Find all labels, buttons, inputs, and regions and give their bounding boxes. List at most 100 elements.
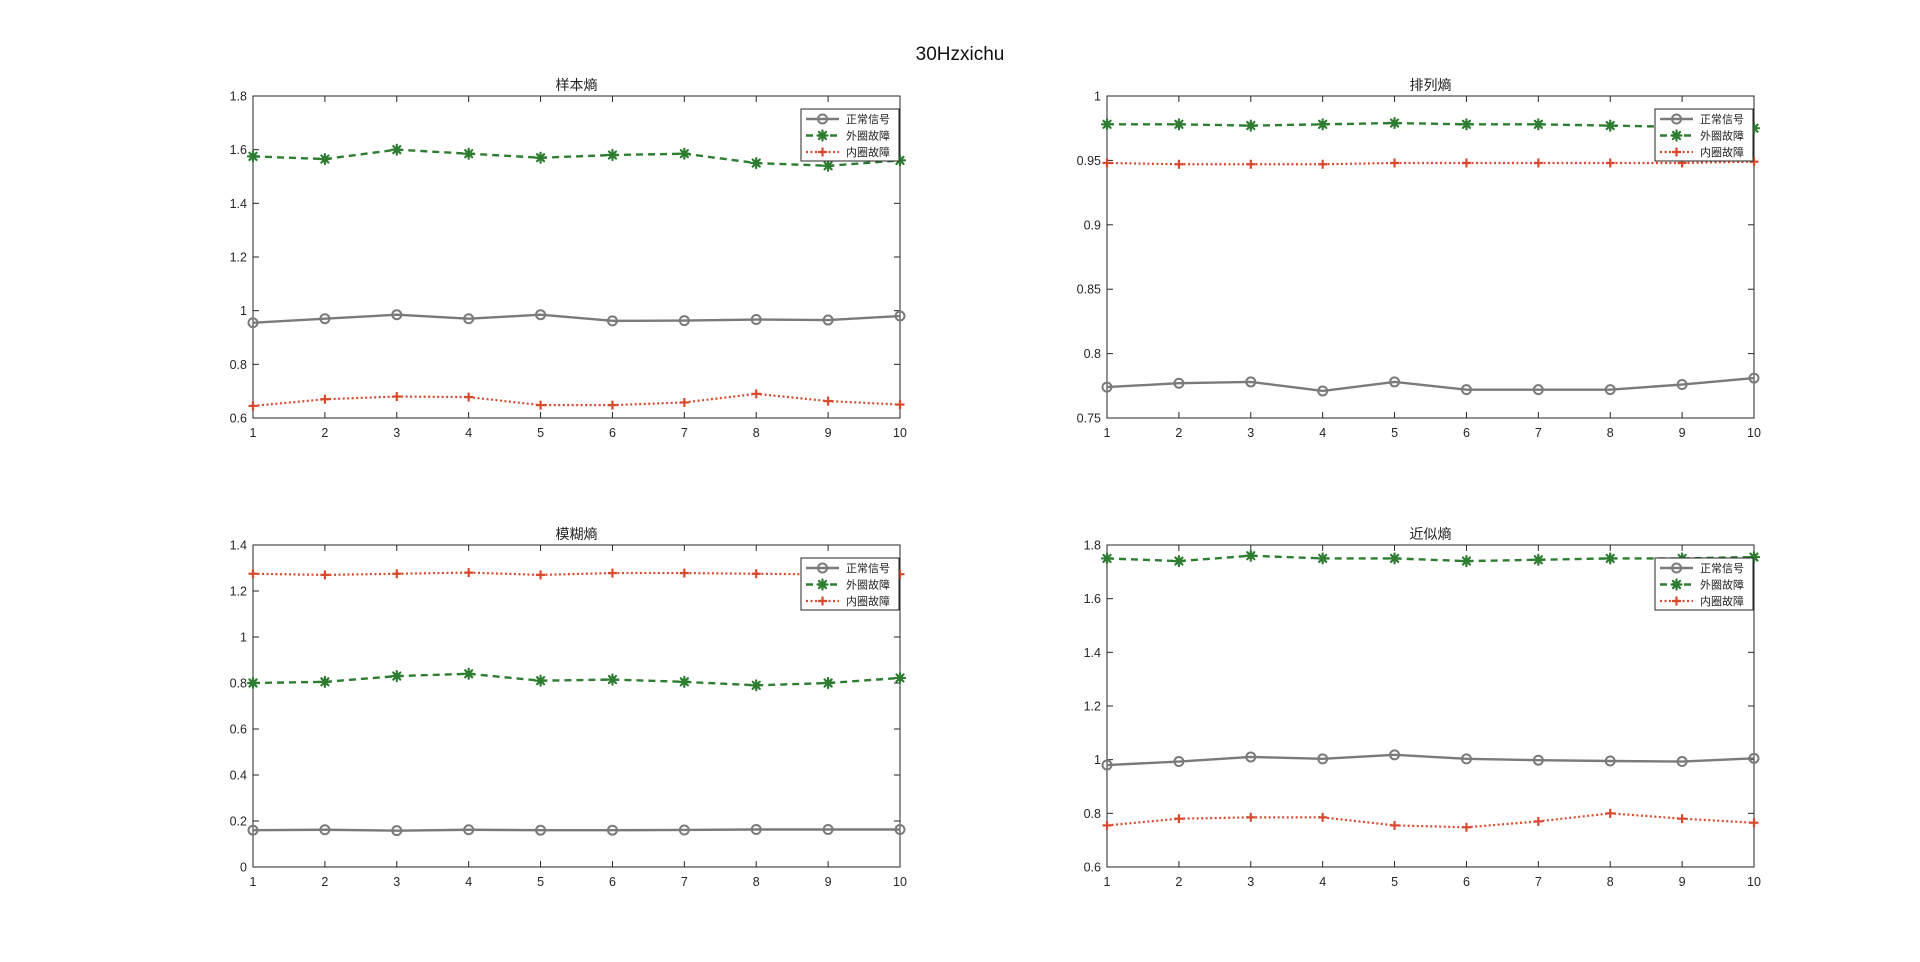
data-point <box>1172 554 1185 568</box>
x-tick-label: 4 <box>465 875 472 889</box>
x-tick-label: 3 <box>1247 875 1254 889</box>
y-tick-label: 1 <box>240 304 247 318</box>
y-tick-label: 1.8 <box>1084 539 1101 553</box>
series-3 <box>1102 157 1759 169</box>
x-tick-label: 7 <box>1535 875 1542 889</box>
data-point <box>678 315 690 327</box>
data-point <box>462 147 475 160</box>
x-tick-label: 1 <box>1104 426 1111 440</box>
y-tick-label: 0.75 <box>1077 412 1101 426</box>
y-tick-label: 1.4 <box>1084 646 1101 660</box>
subplot-1: 1 2 3 4 5 6 7 8 9 10 0.6 0.8 1 1.2 1.4 1.6 1.8 样本熵正常信号外圈故… <box>230 78 907 440</box>
y-tick-label: 1.8 <box>230 90 247 104</box>
data-point <box>1532 118 1545 131</box>
legend-swatch-marker <box>1671 562 1682 574</box>
data-point <box>678 147 691 160</box>
data-point <box>895 400 905 410</box>
data-point <box>1605 808 1615 818</box>
series-3 <box>248 389 905 411</box>
data-point <box>1246 812 1256 822</box>
data-point <box>1604 119 1617 132</box>
x-tick-label: 8 <box>1607 875 1614 889</box>
x-tick-label: 10 <box>893 875 907 889</box>
data-point <box>822 159 835 172</box>
data-point <box>1388 552 1401 565</box>
x-tick-label: 5 <box>537 426 544 440</box>
data-point <box>1676 756 1688 768</box>
data-point <box>750 824 762 836</box>
legend-swatch-marker <box>1670 129 1683 142</box>
x-tick-label: 9 <box>825 875 832 889</box>
data-point <box>463 824 475 836</box>
data-point <box>246 150 260 163</box>
x-tick-label: 1 <box>250 875 257 889</box>
series-line <box>252 828 900 832</box>
y-tick-label: 1 <box>240 631 247 645</box>
data-point <box>606 315 618 327</box>
data-point <box>1388 116 1401 130</box>
data-point <box>248 401 258 411</box>
data-point <box>1174 159 1184 169</box>
subplot-title: 近似熵 <box>1410 527 1452 543</box>
y-tick-label: 0.4 <box>230 769 247 783</box>
data-point <box>319 313 331 325</box>
data-point <box>1533 158 1543 168</box>
x-tick-label: 2 <box>1175 875 1182 889</box>
data-point <box>751 569 761 579</box>
legend-entry: 外圈故障 <box>1700 129 1744 143</box>
series-line <box>1106 753 1755 767</box>
x-tick-label: 6 <box>1463 426 1470 440</box>
legend-swatch-marker <box>816 129 829 142</box>
data-point <box>1749 157 1759 167</box>
data-point <box>894 310 906 322</box>
legend-entry: 正常信号 <box>1700 113 1744 126</box>
data-point <box>248 569 258 579</box>
data-point <box>390 669 403 683</box>
y-tick-label: 1.6 <box>1084 592 1101 606</box>
data-point <box>606 148 619 162</box>
data-point <box>607 568 617 578</box>
axes-frame <box>252 544 901 868</box>
data-point <box>535 824 547 836</box>
x-tick-label: 3 <box>1247 426 1254 440</box>
legend-entry: 内圈故障 <box>846 594 890 608</box>
data-point <box>464 568 474 578</box>
data-point <box>390 143 403 156</box>
series-line <box>252 672 901 687</box>
x-tick-label: 6 <box>609 426 616 440</box>
data-point <box>1390 158 1400 168</box>
legend-entry: 内圈故障 <box>846 145 890 159</box>
data-point <box>318 675 331 688</box>
data-point <box>1245 376 1257 388</box>
axes-frame <box>252 95 901 419</box>
legend-entry: 正常信号 <box>846 562 890 575</box>
data-point <box>750 314 762 326</box>
x-tick-label: 1 <box>250 426 257 440</box>
series-3 <box>1102 808 1759 832</box>
y-tick-label: 1 <box>1094 753 1101 767</box>
data-point <box>1244 119 1257 132</box>
data-point <box>1246 159 1256 169</box>
series-line <box>252 148 901 167</box>
series-1 <box>247 309 906 329</box>
y-tick-label: 1.2 <box>1084 700 1101 714</box>
data-point <box>679 568 689 578</box>
data-point <box>751 389 761 399</box>
data-point <box>1460 118 1473 131</box>
legend-entry: 正常信号 <box>1700 562 1744 575</box>
data-point <box>1102 158 1112 168</box>
data-point <box>1460 753 1472 765</box>
data-point <box>1318 159 1328 169</box>
data-point <box>1460 384 1472 396</box>
x-tick-label: 4 <box>465 426 472 440</box>
legend-entry: 外圈故障 <box>846 578 890 592</box>
y-tick-label: 0 <box>240 861 247 875</box>
legend-swatch-marker <box>1672 596 1681 606</box>
data-point <box>1390 820 1400 830</box>
x-tick-label: 10 <box>1747 426 1761 440</box>
y-tick-label: 0.8 <box>230 358 247 372</box>
y-tick-label: 0.9 <box>1084 218 1101 232</box>
data-point <box>1748 372 1760 384</box>
